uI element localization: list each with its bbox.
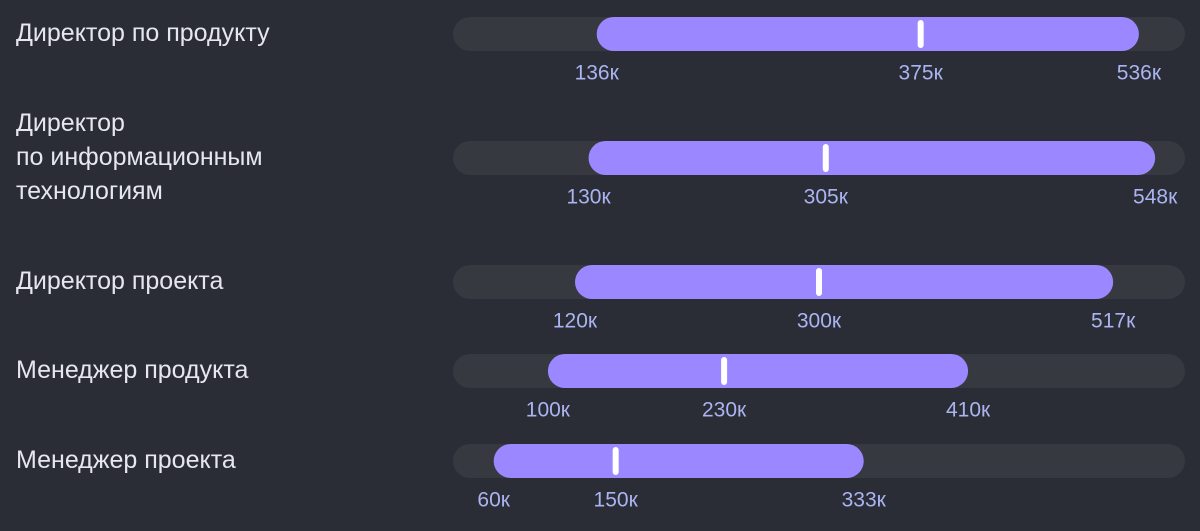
value-label: 136к — [575, 62, 620, 85]
value-label: 150к — [594, 489, 639, 512]
value-label: 60к — [477, 489, 510, 512]
median-marker — [822, 144, 829, 172]
row-label-line: по информационным — [16, 143, 263, 171]
range-bar — [596, 17, 1139, 51]
median-marker — [612, 447, 619, 475]
value-label: 230к — [702, 399, 747, 422]
range-bar — [547, 354, 969, 388]
range-bar — [575, 265, 1114, 299]
row-label: Директор проекта — [16, 267, 223, 295]
row-label-line: Директор проекта — [16, 267, 223, 295]
value-label: 130к — [566, 186, 611, 209]
row-label: Директор по продукту — [16, 19, 270, 47]
value-label: 333к — [842, 489, 887, 512]
value-label: 120к — [553, 310, 598, 333]
value-label: 100к — [526, 399, 571, 422]
median-marker — [816, 268, 822, 296]
median-marker — [721, 357, 728, 385]
value-label: 517к — [1091, 310, 1136, 333]
range-bar — [493, 444, 864, 478]
row-label: Менеджер продукта — [16, 356, 249, 384]
value-label: 536к — [1117, 62, 1162, 85]
row-label-line: технологиям — [16, 177, 163, 205]
value-label: 305к — [804, 186, 849, 209]
row-label-line: Менеджер продукта — [16, 356, 249, 384]
value-label: 375к — [899, 62, 944, 85]
row-label: Директор по информационным технологиям — [16, 109, 263, 205]
row-label-line: Директор по продукту — [16, 19, 270, 47]
median-marker — [917, 20, 924, 48]
row-label-line: Менеджер проекта — [16, 446, 236, 474]
row-label-line: Директор — [16, 109, 125, 137]
value-label: 410к — [946, 399, 991, 422]
range-bar — [588, 141, 1156, 175]
row-label: Менеджер проекта — [16, 446, 236, 474]
value-label: 548к — [1133, 186, 1178, 209]
value-label: 300к — [797, 310, 842, 333]
